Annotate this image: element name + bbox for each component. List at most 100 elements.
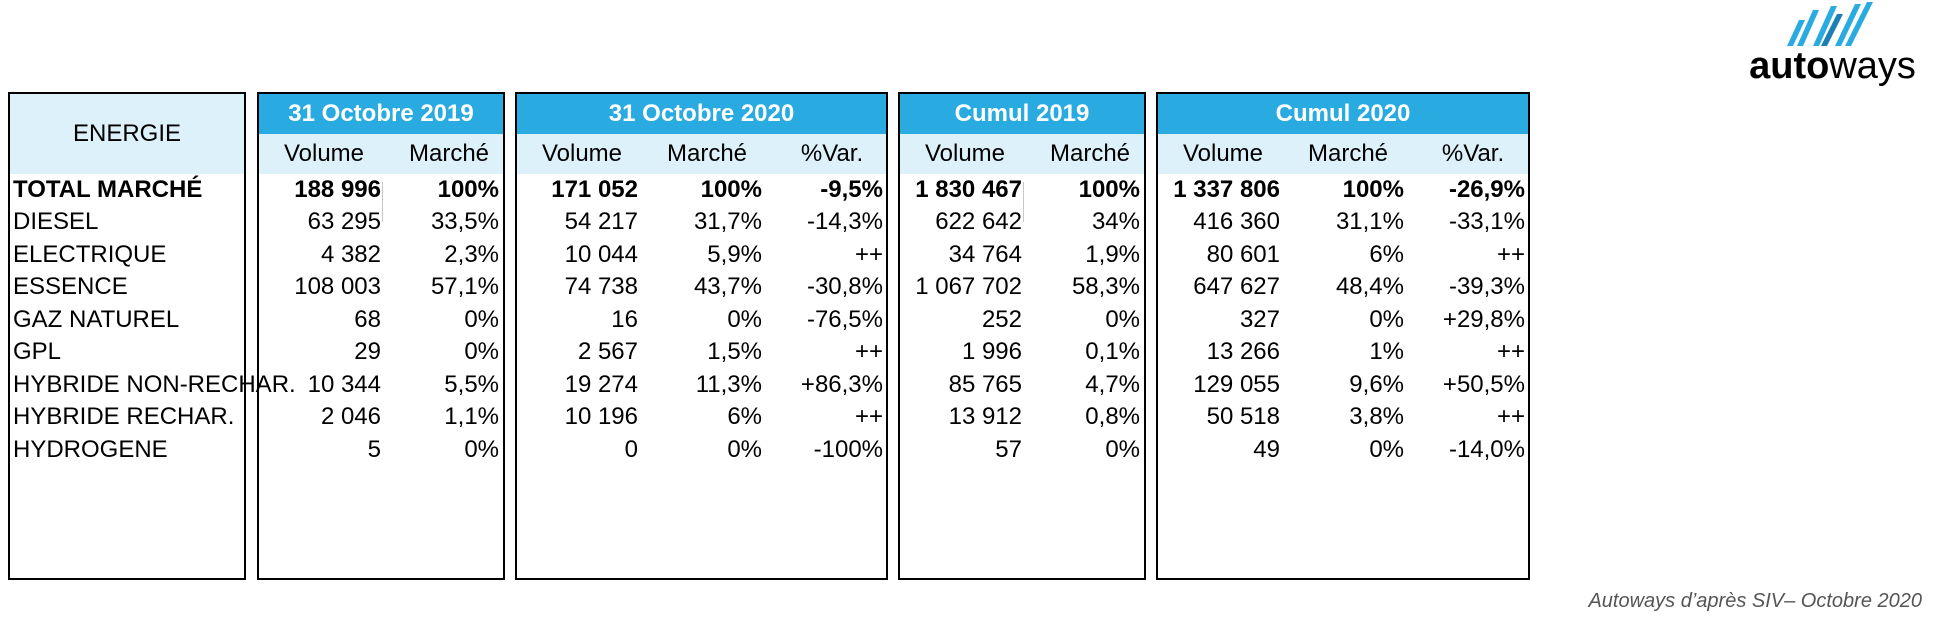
block-subheader: Volume Marché %Var.	[1158, 134, 1528, 174]
cell-marche: 0%	[1369, 305, 1404, 333]
logo-mark-icon	[1787, 2, 1873, 46]
row-label: HYDROGENE	[13, 435, 168, 463]
cell-var: -30,8%	[806, 273, 883, 300]
cell-marche: 3,8%	[1349, 403, 1404, 430]
cell-var: ++	[854, 240, 883, 268]
cell-volume: 171 052	[551, 176, 638, 203]
cell-marche: 0,8%	[1085, 403, 1140, 430]
cell-volume: 13 266	[1206, 338, 1280, 365]
col-header-var: %Var.	[1441, 140, 1505, 167]
cell-marche: 58,3%	[1071, 273, 1140, 300]
divider	[1023, 182, 1024, 222]
cell-volume: 416 360	[1193, 208, 1280, 235]
energy-header: ENERGIE	[10, 94, 244, 174]
col-header-volume: Volume	[283, 140, 365, 167]
cell-var: ++	[854, 403, 883, 430]
cell-marche: 5,5%	[444, 370, 499, 398]
cell-marche: 33,5%	[430, 208, 499, 235]
block-subheader: Volume Marché %Var.	[517, 134, 886, 174]
cell-volume: 5	[367, 435, 381, 463]
block-cumul-2019: Cumul 2019 Volume Marché 1 830 467 100% 62…	[898, 92, 1146, 580]
cell-var: -33,1%	[1448, 208, 1525, 235]
autoways-logo: autoways	[1745, 0, 1920, 90]
row-label: GPL	[13, 338, 62, 365]
cell-marche: 0%	[464, 305, 499, 333]
cell-volume: 19 274	[564, 370, 638, 398]
cell-var: -76,5%	[806, 305, 883, 333]
cell-volume: 68	[354, 305, 381, 333]
cell-volume: 1 830 467	[915, 176, 1022, 203]
cell-volume: 10 196	[564, 403, 638, 430]
block-subheader: Volume Marché	[900, 134, 1144, 174]
cell-marche: 0%	[1105, 305, 1140, 333]
cell-var: -9,5%	[820, 176, 883, 203]
block-title: 31 Octobre 2020	[517, 94, 886, 134]
cell-marche: 48,4%	[1335, 273, 1404, 300]
cell-marche: 31,1%	[1335, 208, 1404, 235]
row-label: DIESEL	[13, 208, 99, 235]
cell-volume: 1 996	[961, 338, 1022, 365]
block-title: Cumul 2020	[1158, 94, 1528, 134]
cell-volume: 85 765	[948, 370, 1022, 398]
block-oct-2020: 31 Octobre 2020 Volume Marché %Var. 171 …	[515, 92, 888, 580]
cell-volume: 188 996	[294, 176, 381, 203]
cell-volume: 2 567	[577, 338, 638, 365]
col-header-volume: Volume	[1182, 140, 1264, 167]
cell-volume: 34 764	[948, 240, 1022, 268]
cell-volume: 622 642	[935, 208, 1022, 235]
cell-marche: 1,9%	[1085, 240, 1140, 268]
cell-volume: 50 518	[1206, 403, 1280, 430]
col-header-marche: Marché	[408, 140, 490, 167]
row-label: TOTAL MARCHÉ	[13, 176, 203, 203]
block-title: 31 Octobre 2019	[259, 94, 503, 134]
cell-var: ++	[1496, 240, 1525, 268]
cell-var: -14,0%	[1448, 435, 1525, 463]
cell-marche: 0%	[1105, 435, 1140, 463]
cell-var: -14,3%	[806, 208, 883, 235]
block-cumul-2020: Cumul 2020 Volume Marché %Var. 1 337 806…	[1156, 92, 1530, 580]
cell-marche: 0%	[727, 435, 762, 463]
cell-var: ++	[1496, 403, 1525, 430]
cell-marche: 0%	[727, 305, 762, 333]
energy-column: ENERGIE TOTAL MARCHÉ DIESEL ELECTRIQUE ESSE…	[8, 92, 296, 580]
cell-volume: 49	[1253, 435, 1280, 463]
cell-marche: 57,1%	[430, 273, 499, 300]
cell-volume: 1 067 702	[915, 273, 1022, 300]
cell-volume: 57	[995, 435, 1022, 463]
cell-volume: 29	[354, 338, 381, 365]
cell-volume: 647 627	[1193, 273, 1280, 300]
cell-volume: 10 044	[564, 240, 638, 268]
cell-marche: 100%	[437, 176, 499, 203]
divider	[382, 182, 383, 222]
source-caption: Autoways d’après SIV– Octobre 2020	[1588, 590, 1922, 612]
col-header-marche: Marché	[666, 140, 748, 167]
cell-marche: 100%	[1342, 176, 1404, 203]
cell-volume: 54 217	[564, 208, 638, 235]
cell-volume: 252	[981, 305, 1022, 333]
cell-marche: 1,1%	[444, 403, 499, 430]
cell-volume: 16	[611, 305, 638, 333]
col-header-var: %Var.	[800, 140, 864, 167]
cell-var: ++	[1496, 338, 1525, 365]
cell-volume: 63 295	[307, 208, 381, 235]
cell-var: -39,3%	[1448, 273, 1525, 300]
cell-marche: 0%	[464, 435, 499, 463]
col-header-marche: Marché	[1049, 140, 1131, 167]
cell-volume: 4 382	[320, 240, 381, 268]
cell-volume: 80 601	[1206, 240, 1280, 268]
cell-var: +29,8%	[1442, 305, 1525, 333]
cell-volume: 0	[624, 435, 638, 463]
cell-marche: 11,3%	[695, 370, 762, 398]
cell-volume: 108 003	[294, 273, 381, 300]
cell-volume: 2 046	[320, 403, 381, 430]
col-header-volume: Volume	[924, 140, 1006, 167]
cell-volume: 13 912	[948, 403, 1022, 430]
col-header-marche: Marché	[1307, 140, 1389, 167]
cell-marche: 100%	[700, 176, 762, 203]
cell-marche: 4,7%	[1085, 370, 1140, 398]
cell-volume: 129 055	[1193, 370, 1280, 398]
row-label: ESSENCE	[13, 273, 128, 300]
cell-var: +86,3%	[800, 370, 883, 398]
cell-marche: 6%	[1369, 240, 1404, 268]
cell-marche: 2,3%	[444, 240, 499, 268]
